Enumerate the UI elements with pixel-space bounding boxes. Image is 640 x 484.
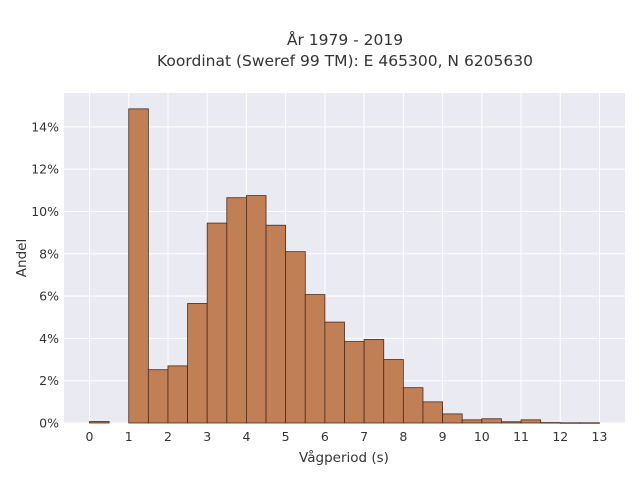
y-tick-label-3: 6% xyxy=(39,289,59,304)
y-tick-label-7: 14% xyxy=(31,119,59,134)
histogram-bar-10 xyxy=(304,294,326,424)
x-tick-label-3: 3 xyxy=(203,429,211,444)
histogram-bar-9 xyxy=(285,251,306,424)
histogram-bars xyxy=(89,108,600,424)
x-tick-label-4: 4 xyxy=(242,429,250,444)
x-tick-label-10: 10 xyxy=(474,429,490,444)
histogram-bar-19 xyxy=(481,418,502,424)
histogram-bar-12 xyxy=(344,341,365,424)
histogram-bar-23 xyxy=(559,422,581,424)
histogram-bar-0 xyxy=(89,421,110,424)
x-tick-label-2: 2 xyxy=(164,429,172,444)
histogram-bar-1 xyxy=(128,108,149,424)
histogram-bar-8 xyxy=(265,224,287,424)
histogram-bar-4 xyxy=(187,303,208,424)
histogram-bar-22 xyxy=(540,422,561,424)
histogram-bar-11 xyxy=(324,321,345,424)
x-axis-label: Vågperiod (s) xyxy=(299,449,389,466)
histogram-bar-13 xyxy=(363,339,385,424)
y-axis-label: Andel xyxy=(14,239,30,277)
histogram-bar-6 xyxy=(226,197,247,424)
histogram-bar-14 xyxy=(383,359,404,424)
x-tick-label-12: 12 xyxy=(552,429,568,444)
histogram-bar-16 xyxy=(422,401,443,424)
x-tick-label-11: 11 xyxy=(513,429,529,444)
histogram-bar-18 xyxy=(461,419,483,424)
histogram-bar-20 xyxy=(501,421,522,424)
histogram-bar-17 xyxy=(442,413,463,424)
x-tick-label-1: 1 xyxy=(125,429,133,444)
chart-title-line2: Koordinat (Sweref 99 TM): E 465300, N 62… xyxy=(157,52,533,70)
histogram-bar-2 xyxy=(147,369,169,424)
y-tick-label-2: 4% xyxy=(39,331,59,346)
y-tick-label-0: 0% xyxy=(39,416,59,431)
x-tick-label-6: 6 xyxy=(321,429,329,444)
x-tick-label-5: 5 xyxy=(282,429,290,444)
x-tick-label-13: 13 xyxy=(592,429,608,444)
x-tick-label-0: 0 xyxy=(86,429,94,444)
histogram-bar-3 xyxy=(167,365,188,424)
x-tick-label-9: 9 xyxy=(439,429,447,444)
histogram-bar-15 xyxy=(402,387,424,424)
y-tick-label-1: 2% xyxy=(39,373,59,388)
y-tick-label-5: 10% xyxy=(31,204,59,219)
histogram-bar-21 xyxy=(520,419,542,424)
x-tick-labels: 0 1 2 3 4 5 6 7 8 9 10 11 12 13 xyxy=(86,429,608,444)
histogram-bar-5 xyxy=(206,222,228,424)
histogram-bar-7 xyxy=(246,195,267,424)
y-tick-label-4: 8% xyxy=(39,246,59,261)
chart-title-line1: År 1979 - 2019 xyxy=(287,30,403,49)
y-tick-labels: 0% 2% 4% 6% 8% 10% 12% 14% xyxy=(31,119,59,430)
histogram-bar-24 xyxy=(579,422,600,424)
y-tick-label-6: 12% xyxy=(31,162,59,177)
x-tick-label-8: 8 xyxy=(399,429,407,444)
x-tick-label-7: 7 xyxy=(360,429,368,444)
